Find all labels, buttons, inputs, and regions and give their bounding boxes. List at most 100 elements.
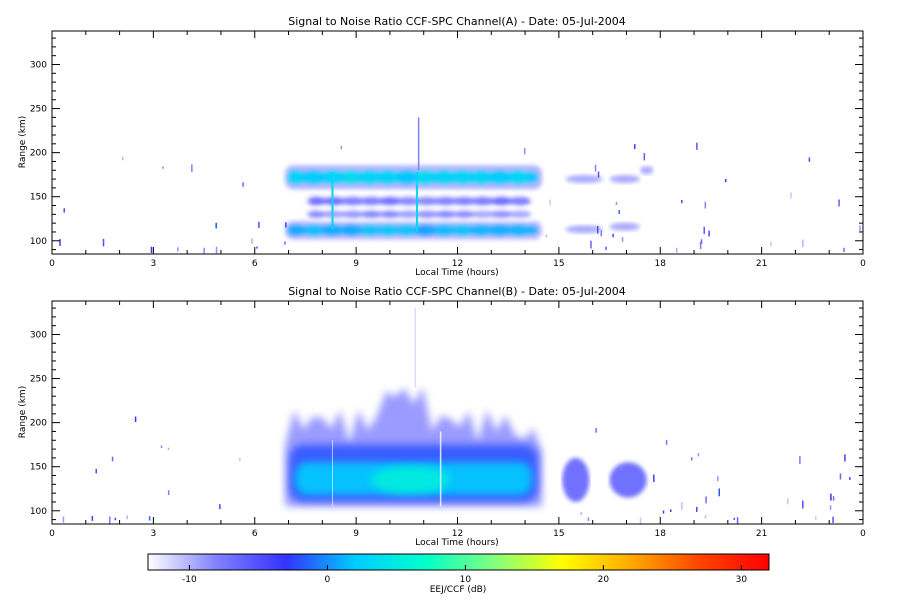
echo-patch (639, 166, 654, 175)
noise-speckle (618, 209, 620, 215)
colorbar-bar (147, 553, 770, 571)
echo-blob (455, 195, 474, 207)
noise-speckle (160, 445, 163, 448)
noise-speckle (697, 453, 700, 457)
noise-speckle (690, 457, 693, 461)
echo-peak (370, 465, 451, 494)
noise-speckle (718, 488, 721, 497)
echo-blob (436, 195, 455, 207)
noise-speckle (595, 427, 597, 433)
echo-blob (306, 209, 325, 219)
noise-speckle (699, 241, 702, 250)
noise-speckle (596, 225, 599, 234)
echo-blob (325, 209, 344, 219)
noise-speckle (717, 476, 719, 482)
echo-blob (304, 224, 323, 237)
panel-a-xticks: 0 3 6 9 12 15 18 21 0 (49, 31, 866, 269)
echo-blob (509, 169, 528, 186)
echo-patch (565, 225, 603, 234)
noise-speckle (704, 515, 707, 519)
y-tick-label: 200 (30, 419, 47, 429)
echo-blob (397, 169, 416, 186)
noise-speckle (724, 178, 727, 183)
noise-speckle (643, 153, 646, 161)
noise-speckle (549, 199, 551, 205)
echo-blob (362, 209, 381, 219)
echo-blob (511, 209, 530, 219)
x-tick-label: 0 (860, 259, 866, 269)
echo-blob (509, 224, 528, 237)
y-tick-label: 250 (30, 105, 47, 115)
echo-blob (360, 169, 379, 186)
noise-speckle (669, 509, 672, 512)
panel-a: Signal to Noise Ratio CCF-SPC Channel(A)… (18, 15, 866, 278)
noise-speckle (215, 246, 218, 255)
noise-speckle (696, 142, 698, 150)
echo-patch (565, 175, 603, 184)
noise-speckle (808, 157, 811, 162)
noise-speckle (838, 199, 840, 207)
noise-speckle (839, 473, 842, 480)
noise-speckle (681, 199, 683, 204)
echo-layer (305, 193, 536, 210)
x-tick-label: 9 (353, 259, 359, 269)
colorbar-label: EEJ/CCF (dB) (430, 585, 487, 595)
x-tick-label: 12 (452, 529, 463, 539)
echo-blob (304, 169, 323, 186)
noise-speckle (256, 246, 258, 249)
echo-blob (492, 195, 511, 207)
colorbar-tick-label: -10 (182, 575, 197, 585)
echo-blob (472, 224, 491, 237)
echo-blob (436, 209, 455, 219)
panel-a-ylabel: Range (km) (18, 116, 28, 168)
noise-speckle (705, 496, 707, 504)
noise-speckle (704, 201, 707, 209)
echo-blob (511, 195, 530, 207)
echo-blob (306, 195, 325, 207)
noise-speckle (59, 239, 61, 247)
x-tick-label: 6 (252, 259, 258, 269)
echo-blob (399, 209, 418, 219)
echo-blob (362, 195, 381, 207)
noise-speckle (148, 516, 151, 521)
panel-b-yticks: 100 150 200 250 300 (30, 307, 863, 521)
echo-blob (418, 195, 437, 207)
noise-speckle (708, 230, 710, 237)
noise-speckle (523, 148, 526, 155)
noise-speckle (251, 238, 253, 244)
x-tick-label: 21 (756, 529, 767, 539)
noise-speckle (63, 208, 66, 213)
echo-blob (492, 209, 511, 219)
noise-speckle (102, 238, 105, 247)
panel-a-echoes (285, 117, 654, 240)
echo-blob (473, 195, 492, 207)
noise-speckle (114, 517, 117, 521)
echo-blob (453, 169, 472, 186)
colorbar-tick-label: 0 (325, 575, 331, 585)
noise-speckle (239, 457, 241, 462)
echo-blob (455, 209, 474, 219)
x-tick-label: 0 (860, 529, 866, 539)
echo-blob (397, 224, 416, 237)
echo-blob (490, 224, 509, 237)
x-tick-label: 0 (49, 529, 55, 539)
noise-speckle (191, 164, 193, 173)
y-tick-label: 150 (30, 193, 47, 203)
noise-speckle (621, 237, 624, 242)
echo-blob (360, 224, 379, 237)
noise-speckle (134, 416, 137, 423)
noise-speckle (814, 516, 817, 521)
noise-speckle (787, 498, 789, 505)
noise-speckle (219, 504, 221, 510)
noise-speckle (587, 517, 590, 521)
echo-blob (399, 195, 418, 207)
panel-b-title: Signal to Noise Ratio CCF-SPC Channel(B)… (288, 285, 626, 298)
noise-speckle (590, 240, 592, 249)
y-tick-label: 300 (30, 60, 47, 70)
noise-speckle (620, 466, 623, 471)
noise-speckle (703, 226, 705, 234)
noise-speckle (844, 454, 846, 462)
noise-speckle (843, 247, 845, 253)
noise-speckle (340, 145, 343, 150)
